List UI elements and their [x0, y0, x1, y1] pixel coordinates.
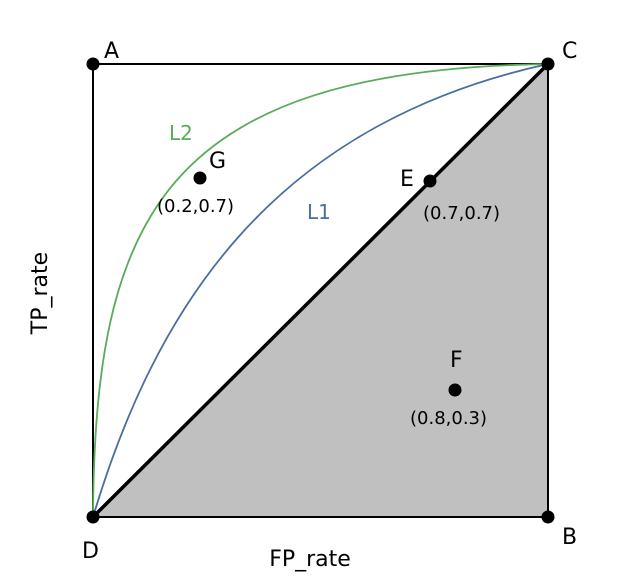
point-g-coord: (0.2,0.7) [157, 196, 234, 217]
curve-l1 [92, 63, 549, 518]
diagonal-line [91, 62, 550, 519]
point-g-label: G [209, 149, 226, 174]
curve-l1-label: L1 [307, 200, 331, 224]
corner-d-label: D [82, 539, 99, 564]
point-g-dot [193, 171, 207, 185]
corner-c-dot [541, 57, 555, 71]
curve-l2-label: L2 [169, 121, 193, 145]
point-e-label: E [400, 167, 414, 192]
x-axis-label: FP_rate [269, 547, 351, 572]
point-e-dot [423, 174, 437, 188]
unit-square-frame [92, 63, 549, 518]
corner-a-label: A [104, 39, 119, 64]
corner-a-dot [86, 57, 100, 71]
corner-d-dot [86, 510, 100, 524]
point-f-coord: (0.8,0.3) [410, 408, 487, 429]
curve-l2 [92, 63, 549, 518]
corner-b-dot [541, 510, 555, 524]
point-f-dot [448, 383, 462, 397]
corner-b-label: B [562, 525, 577, 550]
point-e-coord: (0.7,0.7) [423, 203, 500, 224]
corner-c-label: C [562, 39, 577, 64]
point-f-label: F [450, 348, 463, 373]
y-axis-label: TP_rate [28, 252, 53, 335]
